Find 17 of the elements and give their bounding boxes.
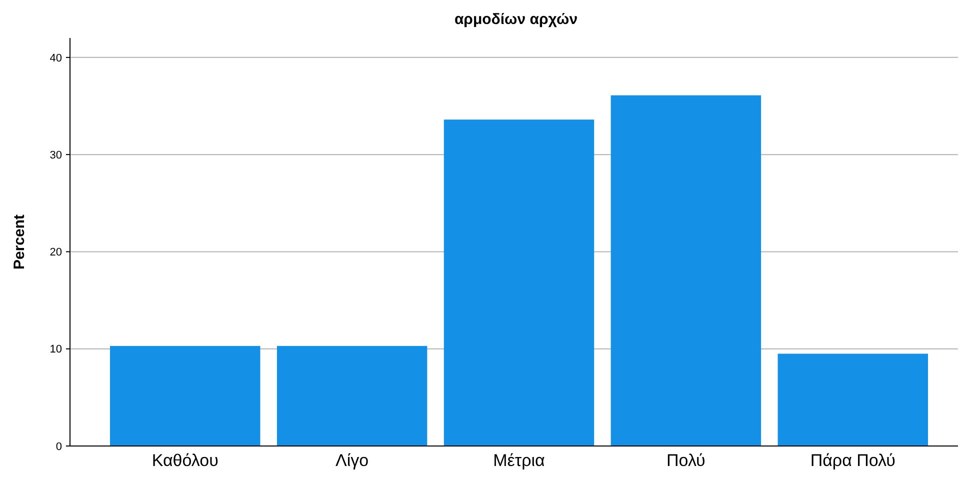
bar <box>276 346 428 446</box>
x-tick-label: Καθόλου <box>152 451 218 470</box>
x-tick-label: Πάρα Πολύ <box>810 451 896 470</box>
y-tick-label: 30 <box>50 149 62 162</box>
bar <box>444 120 594 446</box>
y-tick-label: 0 <box>56 440 62 453</box>
x-tick-label: Πολύ <box>666 451 706 470</box>
chart-title: αρμοδίων αρχών <box>454 11 578 28</box>
bar <box>110 346 260 446</box>
x-tick-label: Μέτρια <box>493 451 546 470</box>
bar <box>778 354 928 446</box>
y-axis-title: Percent <box>11 214 28 270</box>
x-tick-label: Λίγο <box>336 451 369 470</box>
y-tick-label: 20 <box>50 246 62 259</box>
y-tick-label: 40 <box>50 52 62 64</box>
bar <box>610 95 762 446</box>
y-tick-label: 10 <box>50 344 62 356</box>
